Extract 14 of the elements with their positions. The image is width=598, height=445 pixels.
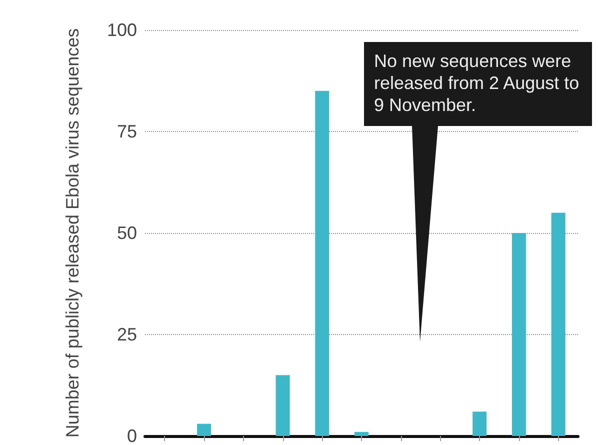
y-tick-label: 100 [106, 20, 137, 40]
annotation: No new sequences were released from 2 August to 9 November. [373, 50, 580, 117]
y-tick-label: 50 [116, 223, 137, 243]
y-tick-label: 75 [116, 122, 137, 142]
bar [354, 432, 368, 436]
y-axis-title: Number of publicly released Ebola virus sequences [62, 28, 82, 438]
bar [276, 375, 290, 436]
bar [315, 90, 330, 436]
bar [512, 233, 526, 436]
y-tick-label: 0 [126, 426, 137, 445]
bar [551, 212, 566, 436]
bar [197, 424, 212, 436]
y-tick-label: 25 [116, 324, 137, 344]
bar [472, 412, 487, 436]
